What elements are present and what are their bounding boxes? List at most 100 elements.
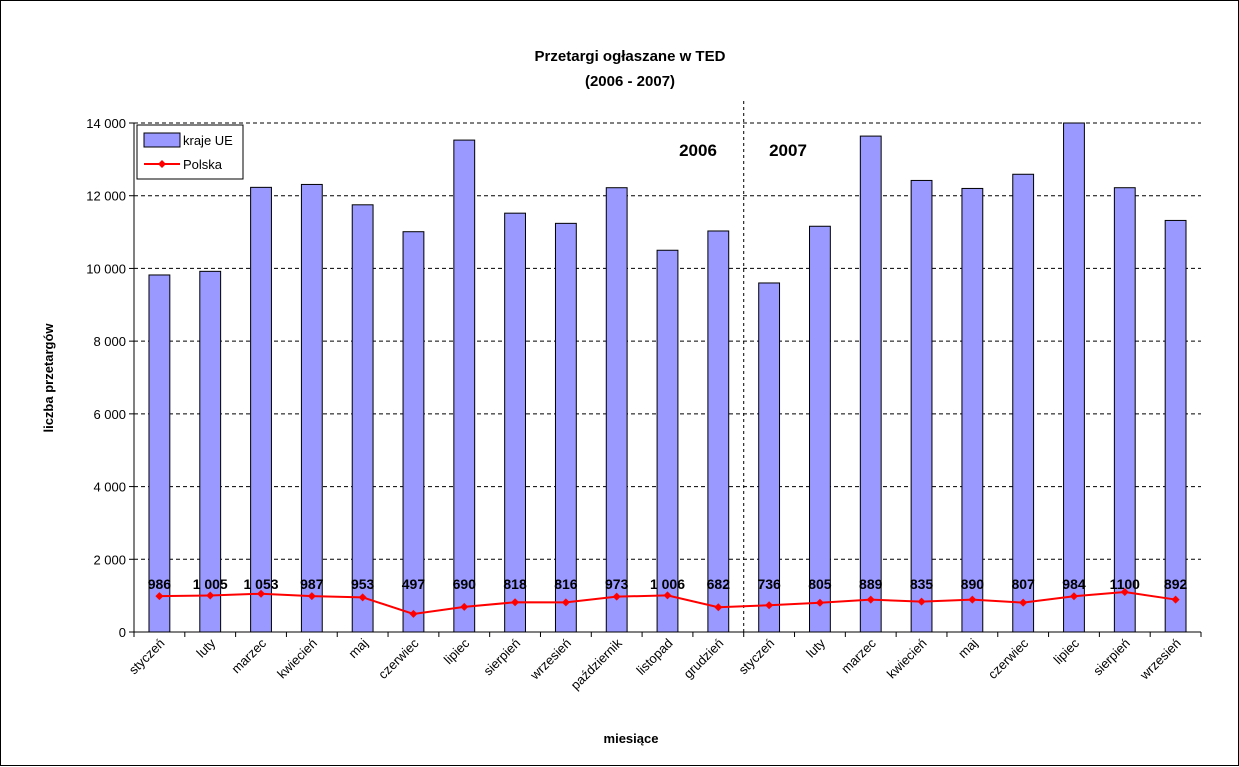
bar-kraje-ue — [1063, 122, 1085, 633]
point-polska — [155, 592, 164, 601]
x-tick-label: luty — [193, 635, 218, 660]
data-label-polska: 889 — [859, 576, 883, 592]
x-tick-label: marzec — [838, 635, 879, 676]
point-polska — [714, 603, 723, 612]
legend-label-polska: Polska — [183, 157, 223, 172]
y-tick-label: 2 000 — [93, 552, 126, 567]
data-label-polska: 1100 — [1110, 576, 1141, 592]
point-polska — [612, 592, 621, 601]
bar-kraje-ue — [504, 212, 526, 633]
bar-kraje-ue — [910, 179, 933, 633]
x-tick-label: sierpień — [480, 636, 523, 679]
y-tick-label: 6 000 — [93, 407, 126, 422]
data-label-polska: 987 — [300, 576, 324, 592]
x-tick-label: maj — [955, 635, 980, 660]
x-tick-label: lipiec — [1051, 635, 1083, 667]
chart-subtitle: (2006 - 2007) — [585, 73, 675, 90]
data-label-polska: 986 — [148, 576, 172, 592]
point-polska — [358, 593, 367, 602]
point-polska — [511, 598, 520, 607]
x-tick-label: wrzesień — [526, 636, 574, 684]
legend: kraje UE Polska — [136, 124, 244, 180]
point-polska — [257, 589, 266, 598]
data-label-polska: 835 — [910, 576, 934, 592]
point-polska — [307, 592, 316, 601]
data-label-polska: 682 — [707, 576, 731, 592]
year-label-2006: 2006 — [679, 141, 717, 160]
y-tick-label: 10 000 — [86, 261, 126, 276]
bar-kraje-ue — [250, 186, 272, 633]
data-label-polska: 690 — [453, 576, 477, 592]
point-polska — [866, 595, 875, 604]
data-label-polska: 892 — [1164, 576, 1188, 592]
bar-kraje-ue — [554, 222, 577, 633]
point-polska — [765, 601, 774, 610]
legend-bar-swatch — [143, 132, 181, 148]
x-tick-label: listopad — [633, 636, 675, 678]
year-label-2007: 2007 — [769, 141, 807, 160]
data-label-polska: 953 — [351, 576, 375, 592]
bar-kraje-ue — [707, 230, 730, 633]
point-polska — [663, 591, 672, 600]
bar-kraje-ue — [809, 225, 831, 633]
data-label-polska: 1 053 — [244, 576, 279, 592]
bar-kraje-ue — [1164, 219, 1187, 633]
bar-kraje-ue — [453, 139, 476, 633]
bar-kraje-ue — [351, 204, 374, 633]
bar-kraje-ue — [961, 187, 984, 633]
point-polska — [1069, 592, 1078, 601]
y-axis-label: liczba przetargów — [41, 323, 56, 433]
x-tick-label: kwiecień — [274, 636, 320, 682]
point-polska — [1019, 598, 1028, 607]
bar-kraje-ue — [402, 231, 425, 633]
bar-kraje-ue — [605, 187, 628, 633]
y-tick-label: 12 000 — [86, 189, 126, 204]
x-tick-label: wrzesień — [1136, 636, 1184, 684]
bar-kraje-ue — [1113, 187, 1136, 633]
data-label-polska: 890 — [961, 576, 985, 592]
legend-label-kraje-ue: kraje UE — [183, 133, 233, 148]
data-label-polska: 1 006 — [650, 576, 685, 592]
chart-title: Przetargi ogłaszane w TED — [535, 48, 726, 65]
bar-kraje-ue — [859, 135, 882, 633]
point-polska — [206, 591, 215, 600]
x-axis-label: miesiące — [604, 731, 659, 746]
data-label-polska: 984 — [1062, 576, 1086, 592]
point-polska — [561, 598, 570, 607]
x-tick-label: lipiec — [441, 635, 473, 667]
x-tick-label: luty — [803, 635, 828, 660]
legend-marker-icon — [158, 160, 166, 168]
x-tick-label: czerwiec — [375, 635, 422, 682]
x-tick-label: marzec — [228, 635, 269, 676]
x-tick-label: sierpień — [1090, 636, 1133, 679]
x-tick-label: październik — [568, 635, 625, 692]
point-polska — [1120, 588, 1129, 597]
x-tick-label: maj — [345, 635, 370, 660]
bar-kraje-ue — [656, 249, 679, 633]
point-polska — [815, 598, 824, 607]
x-tick-label: kwiecień — [884, 636, 930, 682]
bar-kraje-ue — [300, 183, 323, 633]
point-polska — [968, 595, 977, 604]
y-tick-label: 14 000 — [86, 116, 126, 131]
point-polska — [1171, 595, 1180, 604]
y-tick-label: 0 — [119, 625, 126, 640]
y-tick-label: 4 000 — [93, 480, 126, 495]
data-label-polska: 807 — [1011, 576, 1035, 592]
data-label-polska: 1 005 — [193, 576, 228, 592]
bar-kraje-ue — [1012, 173, 1035, 633]
data-label-polska: 736 — [757, 576, 781, 592]
point-polska — [917, 597, 926, 606]
data-label-polska: 497 — [402, 576, 426, 592]
data-label-polska: 818 — [503, 576, 527, 592]
data-label-polska: 973 — [605, 576, 629, 592]
x-tick-label: styczeń — [126, 636, 168, 678]
y-tick-label: 8 000 — [93, 334, 126, 349]
x-tick-label: grudzień — [681, 636, 727, 682]
x-tick-label: styczeń — [735, 636, 777, 678]
x-tick-label: czerwiec — [985, 635, 1032, 682]
point-polska — [460, 602, 469, 611]
point-polska — [409, 609, 418, 618]
